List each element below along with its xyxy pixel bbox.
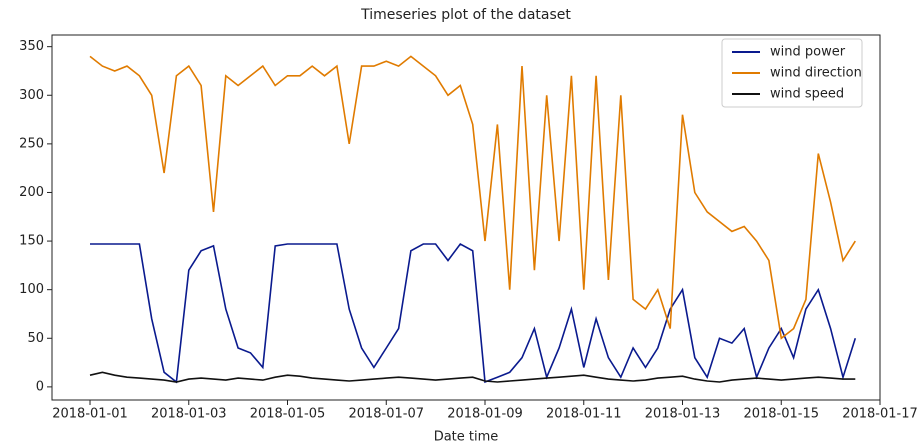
y-tick-label: 100 <box>19 282 44 297</box>
y-tick-label: 50 <box>27 331 44 346</box>
legend-label: wind power <box>770 45 846 60</box>
x-tick-label: 2018-01-01 <box>52 407 128 422</box>
x-tick-label: 2018-01-07 <box>348 407 424 422</box>
legend-box <box>721 38 863 108</box>
y-tick-label: 0 <box>36 379 44 394</box>
y-tick-label: 300 <box>19 88 44 103</box>
x-tick-label: 2018-01-17 <box>842 407 918 422</box>
chart-title: Timeseries plot of the dataset <box>360 7 571 23</box>
y-tick-label: 350 <box>19 39 44 54</box>
legend-label: wind direction <box>770 66 862 81</box>
x-tick-label: 2018-01-05 <box>250 407 326 422</box>
series-line <box>89 55 856 340</box>
legend-label: wind speed <box>770 87 844 102</box>
y-tick-label: 150 <box>19 234 44 249</box>
series-line <box>90 242 857 384</box>
x-axis-label: Date time <box>434 430 499 445</box>
y-tick-label: 250 <box>19 136 44 151</box>
plot-frame <box>51 34 881 401</box>
x-tick-label: 2018-01-03 <box>151 407 227 422</box>
x-tick-label: 2018-01-09 <box>447 407 523 422</box>
x-tick-label: 2018-01-15 <box>743 407 819 422</box>
series-line <box>89 371 856 383</box>
x-tick-label: 2018-01-13 <box>645 407 721 422</box>
x-tick-label: 2018-01-11 <box>546 407 622 422</box>
y-tick-label: 200 <box>19 185 44 200</box>
